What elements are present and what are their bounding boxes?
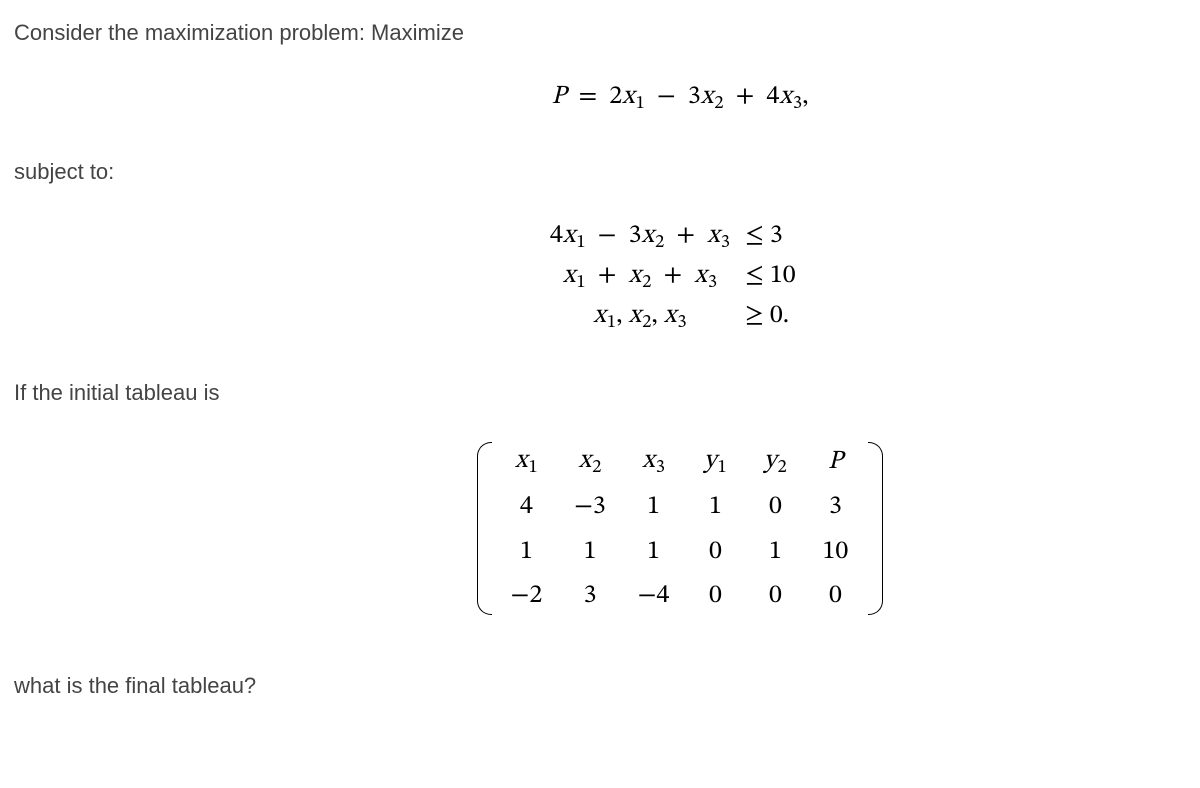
obj-op-1: − [657,79,676,115]
constraint-row-1: x1 + x2 + x3 ≤ 10 [535,258,825,298]
obj-tail: , [802,84,808,110]
initial-tableau: x1 x2 x3 y1 y2 P 4−31103 1110110 −23−400… [14,439,1186,631]
tableau-row-1: 1110110 [495,530,866,574]
tableau-label: If the initial tableau is [14,378,1186,409]
tableau-row-2: −23−4000 [495,574,866,618]
constraint-row-0: 4x1 − 3x2 + x3 ≤ 3 [535,218,825,258]
tableau-matrix: x1 x2 x3 y1 y2 P 4−31103 1110110 −23−400… [495,439,866,619]
right-paren [865,439,883,619]
tableau-row-0: 4−31103 [495,485,866,529]
obj-term-2: 4x3 [766,84,802,110]
subject-to-label: subject to: [14,157,1186,188]
left-paren [477,439,495,619]
constraint-row-2: x1, x2, x3 ≥ 0. [535,298,825,338]
objective-equation: P = 2x1 − 3x2 + 4x3, [14,79,1186,117]
constraints-block: 4x1 − 3x2 + x3 ≤ 3 x1 + x2 + x3 ≤ 10 x1,… [14,218,1186,338]
obj-term-1: 3x2 [688,84,724,110]
obj-eq: = [578,79,597,115]
tableau-header-row: x1 x2 x3 y1 y2 P [495,439,866,485]
intro-text: Consider the maximization problem: Maxim… [14,18,1186,49]
obj-lhs: P [552,84,567,110]
obj-op-2: + [736,79,755,115]
obj-term-0: 2x1 [609,84,645,110]
closing-text: what is the final tableau? [14,671,1186,702]
